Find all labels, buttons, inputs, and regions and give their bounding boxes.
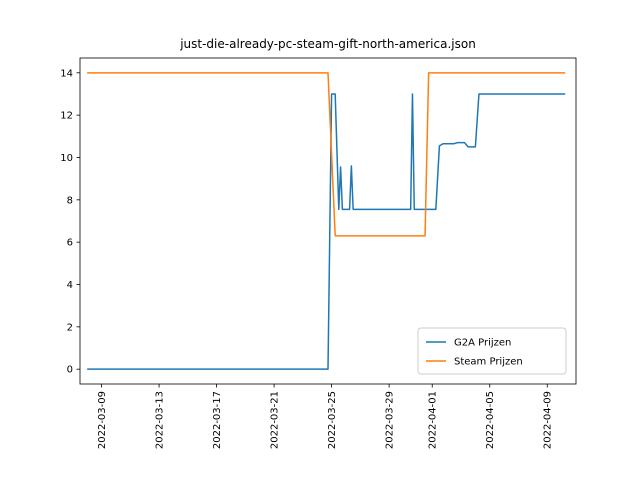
x-axis: 2022-03-09 2022-03-13 2022-03-17 2022-03-21… xyxy=(97,384,554,449)
y-tick-label: 14 xyxy=(60,68,73,79)
x-tick-label: 2022-04-05 xyxy=(485,391,496,449)
x-tick-label: 2022-03-17 xyxy=(212,391,223,449)
y-tick-label: 4 xyxy=(67,280,73,291)
plot-frame xyxy=(79,57,577,385)
legend-label: Steam Prijzen xyxy=(454,357,523,368)
x-tick-label: 2022-03-25 xyxy=(327,391,338,449)
x-tick-label: 2022-03-13 xyxy=(155,391,166,449)
x-tick-label: 2022-03-21 xyxy=(270,391,281,449)
y-tick-label: 0 xyxy=(67,365,73,376)
y-axis: 0 2 4 6 8 10 12 14 xyxy=(60,68,80,376)
chart-title: just-die-already-pc-steam-gift-north-ame… xyxy=(179,37,476,51)
y-tick-label: 6 xyxy=(67,238,73,249)
x-tick-label: 2022-03-09 xyxy=(97,391,108,449)
y-tick-label: 2 xyxy=(67,322,73,333)
y-tick-label: 8 xyxy=(67,195,73,206)
series-line-1 xyxy=(87,72,566,237)
y-tick-label: 10 xyxy=(60,153,73,164)
legend-label: G2A Prijzen xyxy=(454,338,511,349)
legend: G2A Prijzen Steam Prijzen xyxy=(417,327,567,375)
series-layer xyxy=(87,72,566,370)
x-tick-label: 2022-04-09 xyxy=(543,391,554,449)
series-line-0 xyxy=(87,93,566,370)
x-tick-label: 2022-03-29 xyxy=(385,391,396,449)
y-tick-label: 12 xyxy=(60,111,73,122)
x-tick-label: 2022-04-01 xyxy=(428,391,439,449)
legend-box xyxy=(417,327,567,375)
